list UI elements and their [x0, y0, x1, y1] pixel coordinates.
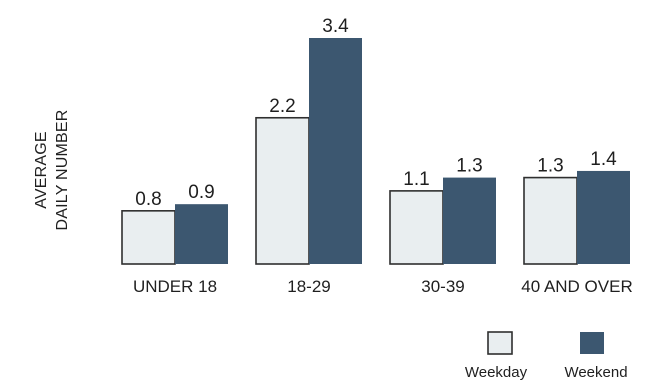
value-label-weekday-18-29: 2.2: [269, 96, 295, 117]
x-tick-label-40-and-over: 40 AND OVER: [521, 277, 633, 296]
legend: Weekday Weekend: [465, 331, 628, 381]
x-tick-label-30-39: 30-39: [421, 277, 464, 296]
bar-weekday-40-and-over: [523, 176, 578, 265]
x-tick-label-under-18: UNDER 18: [133, 277, 217, 296]
x-tick-label-18-29: 18-29: [287, 277, 330, 296]
y-axis-label: AVERAGE DAILY NUMBER: [33, 110, 71, 231]
category-labels-group: UNDER 18 18-29 30-39 40 AND OVER: [133, 277, 633, 296]
value-labels-group: 0.8 0.9 2.2 3.4 1.1 1.3 1.3 1.4: [135, 16, 617, 210]
bar-weekend-18-29: [309, 38, 362, 264]
bar-weekend-30-39: [443, 177, 496, 264]
bar-weekday-18-29: [255, 116, 310, 265]
value-label-weekend-18-29: 3.4: [322, 16, 349, 37]
value-label-weekend-30-39: 1.3: [456, 156, 482, 177]
legend-label-weekday: Weekday: [465, 364, 528, 381]
value-label-weekend-under-18: 0.9: [188, 182, 214, 203]
bar-weekday-30-39: [389, 190, 444, 265]
legend-label-weekend: Weekend: [564, 364, 627, 381]
bar-weekend-under-18: [175, 204, 228, 264]
y-axis-label-line-2: DAILY NUMBER: [54, 110, 71, 231]
y-axis-label-line-1: AVERAGE: [33, 131, 50, 209]
value-label-weekday-40-and-over: 1.3: [537, 156, 563, 177]
bar-weekend-40-and-over: [577, 170, 630, 264]
legend-swatch-weekday: [487, 331, 513, 355]
value-label-weekday-30-39: 1.1: [403, 169, 429, 190]
bar-weekday-under-18: [121, 210, 176, 265]
value-label-weekend-40-and-over: 1.4: [590, 149, 617, 170]
bars-group: [121, 38, 630, 265]
legend-swatch-weekend: [580, 332, 604, 354]
value-label-weekday-under-18: 0.8: [135, 189, 161, 210]
